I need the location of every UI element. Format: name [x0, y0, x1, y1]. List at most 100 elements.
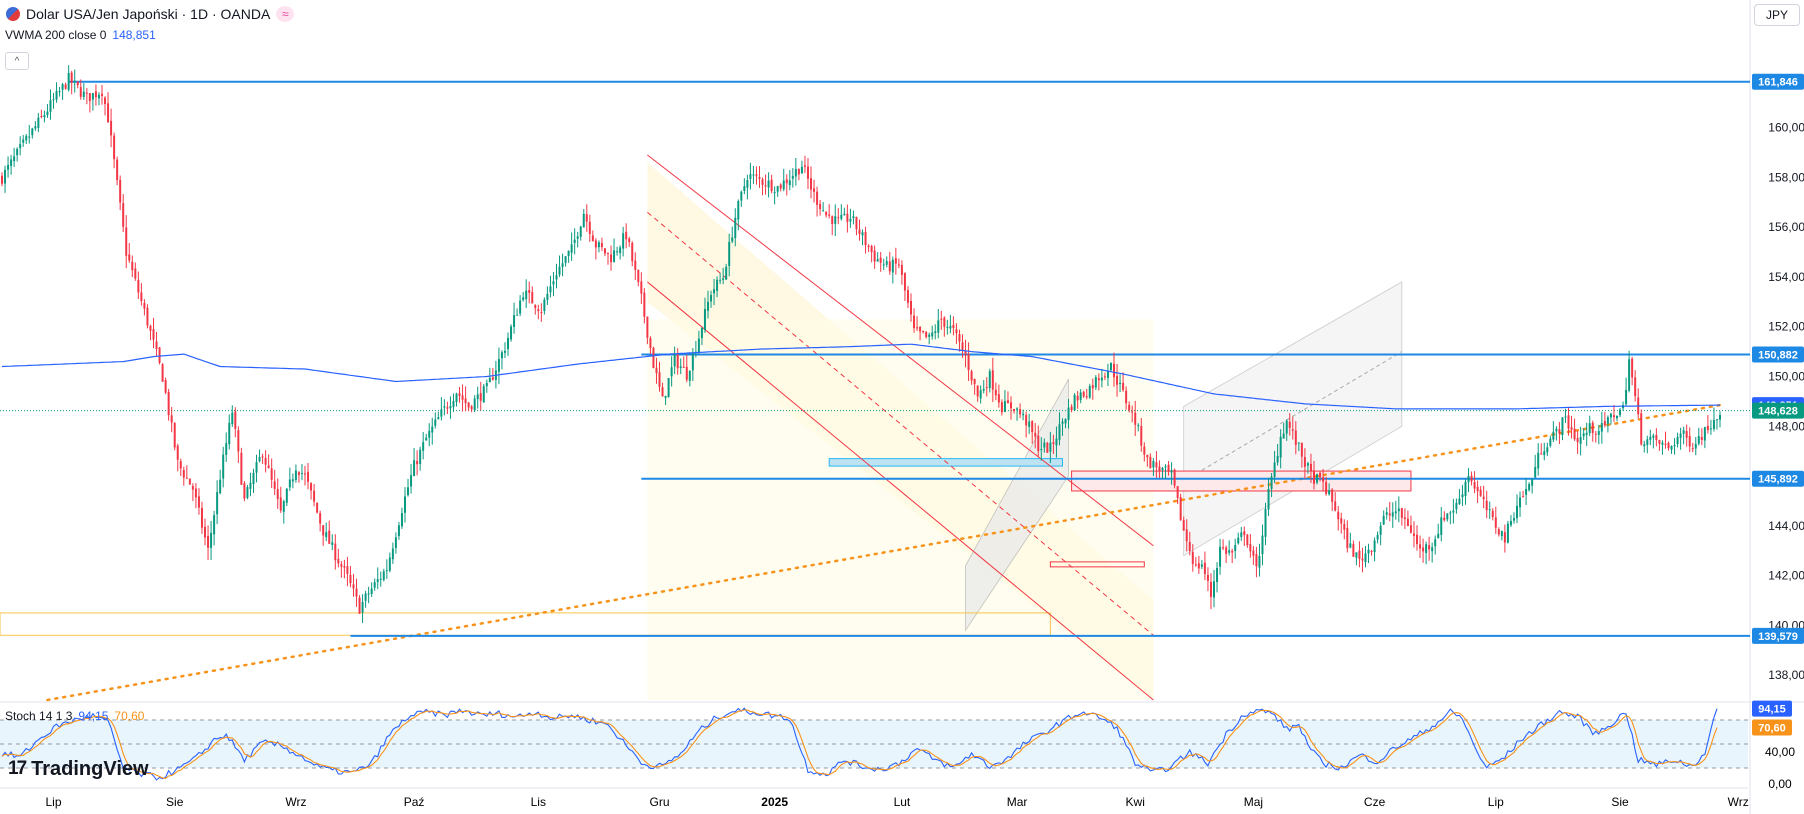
time-tick-label: Lut	[894, 795, 911, 809]
candle-body	[676, 354, 679, 369]
collapse-legend-button[interactable]: ^	[5, 52, 29, 70]
candle-body	[528, 290, 531, 293]
currency-selector[interactable]: JPY	[1754, 4, 1800, 26]
candle-body	[1512, 518, 1515, 521]
price-tag-bg	[1752, 402, 1804, 419]
time-tick-label: Cze	[1364, 795, 1386, 809]
candle-body	[558, 266, 561, 275]
level-tag: 150,882	[1752, 346, 1804, 363]
candle-body	[1194, 564, 1197, 566]
candle-body	[831, 216, 834, 225]
candle-body	[310, 483, 313, 491]
candle-body	[628, 238, 631, 243]
candle-body	[873, 250, 876, 262]
candle-body	[170, 415, 173, 423]
candle-body	[234, 411, 237, 429]
candle-body	[622, 233, 625, 249]
candle-body	[1064, 419, 1067, 424]
candle-body	[882, 264, 885, 266]
candle-body	[740, 191, 743, 201]
candle-body	[679, 366, 682, 368]
candle-body	[955, 329, 958, 334]
candle-body	[1231, 550, 1234, 553]
dotted-trendline	[46, 403, 1722, 702]
candle-body	[546, 293, 549, 300]
candle-body	[1494, 517, 1497, 528]
candle-body	[576, 236, 579, 239]
candle-body	[213, 515, 216, 535]
candle-body	[1449, 512, 1452, 514]
candle-body	[900, 264, 903, 275]
stoch-d-line	[1, 709, 1718, 779]
candle-body	[828, 214, 831, 216]
candle-body	[1509, 520, 1512, 526]
stoch-tag-bg	[1752, 719, 1792, 736]
candle-body	[182, 470, 185, 478]
candle-body	[867, 245, 870, 248]
candle-body	[752, 174, 755, 176]
candle-body	[1416, 534, 1419, 545]
candle-body	[1397, 508, 1400, 512]
vwma-value: 148,851	[112, 28, 156, 42]
candle-body	[1431, 547, 1434, 552]
candle-body	[994, 389, 997, 396]
currency-flag-icon	[6, 7, 20, 21]
candle-body	[1079, 392, 1082, 400]
candle-body	[725, 266, 728, 280]
level-tag-label: 150,882	[1758, 350, 1798, 362]
stoch-tick-label: 0,00	[1768, 777, 1792, 791]
candle-body	[570, 244, 573, 253]
tradingview-logo[interactable]: 17 TradingView	[8, 757, 149, 781]
candle-body	[1303, 457, 1306, 467]
candle-body	[19, 144, 22, 149]
stoch-legend[interactable]: Stoch 14 1 3 94,15 70,60	[5, 709, 144, 723]
candle-body	[1479, 489, 1482, 496]
candle-body	[976, 385, 979, 397]
candle-body	[688, 370, 691, 381]
candle-body	[1649, 436, 1652, 440]
candle-body	[1543, 451, 1546, 456]
candle-body	[1540, 453, 1543, 455]
symbol-header[interactable]: Dolar USA/Jen Japoński · 1D · OANDA ≈	[6, 4, 295, 24]
candle-body	[1243, 531, 1246, 536]
candle-body	[467, 402, 470, 408]
candle-body	[519, 300, 522, 314]
candle-body	[82, 91, 85, 97]
candle-body	[52, 99, 55, 101]
candle-body	[1531, 479, 1534, 486]
candle-body	[691, 353, 694, 371]
time-axis: Lip Sie Wrz Paź Lis Gru 2025 Lut Mar Kwi Maj Cze Lip…	[0, 787, 1749, 809]
candle-body	[500, 352, 503, 359]
market-status-icon[interactable]: ≈	[276, 6, 295, 22]
candle-body	[437, 417, 440, 420]
candle-body	[964, 350, 967, 356]
candle-body	[173, 422, 176, 448]
candle-body	[482, 386, 485, 403]
stoch-name: Stoch 14 1 3	[5, 709, 73, 723]
candle-body	[88, 93, 91, 102]
candle-body	[1640, 413, 1643, 445]
candle-body	[22, 139, 25, 143]
level-tag: 161,846	[1752, 73, 1804, 90]
candle-body	[1285, 420, 1288, 434]
candle-body	[919, 326, 922, 332]
vwma-legend[interactable]: VWMA 200 close 0 148,851	[5, 28, 156, 42]
candle-body	[940, 318, 943, 320]
candle-body	[949, 326, 952, 329]
candle-body	[128, 254, 131, 261]
candle-body	[1385, 512, 1388, 515]
candle-body	[1437, 533, 1440, 539]
candle-body	[1688, 435, 1691, 447]
candle-body	[1555, 428, 1558, 432]
candle-body	[1213, 581, 1215, 598]
symbol-title[interactable]: Dolar USA/Jen Japoński · 1D · OANDA	[26, 6, 271, 22]
candle-body	[200, 507, 203, 528]
candle-body	[816, 191, 819, 205]
candle-body	[1155, 462, 1158, 468]
candle-body	[197, 496, 200, 508]
candle-body	[764, 185, 767, 187]
candle-body	[1006, 400, 1009, 404]
candle-body	[870, 246, 873, 253]
candle-body	[1152, 460, 1155, 468]
